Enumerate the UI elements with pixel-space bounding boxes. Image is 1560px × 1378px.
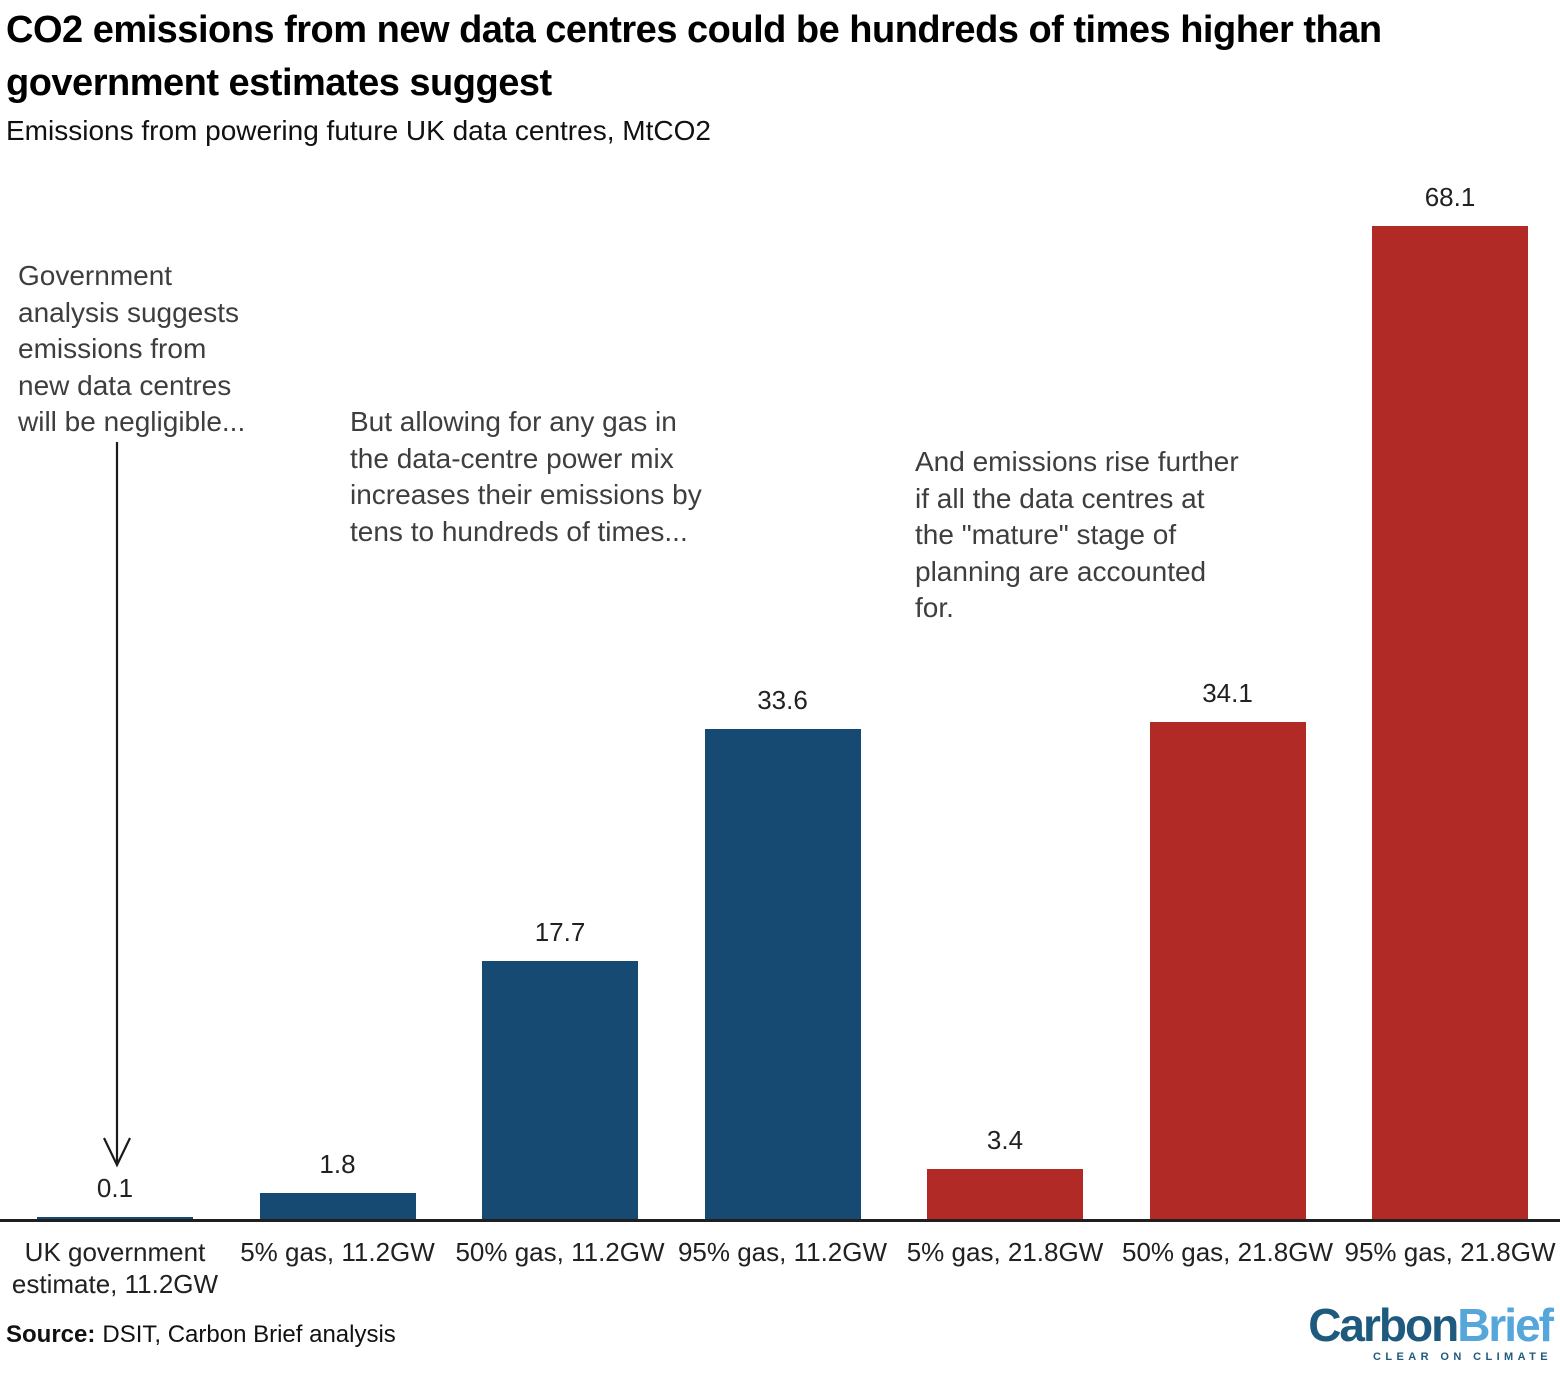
logo-brief-text: Brief <box>1457 1299 1554 1351</box>
bar-value-label: 68.1 <box>1424 182 1476 212</box>
bar <box>37 1216 193 1219</box>
bar <box>927 1169 1083 1219</box>
bar-value-label: 34.1 <box>1202 677 1253 708</box>
bar-value-label: 17.7 <box>534 916 586 947</box>
bar <box>259 1192 416 1219</box>
annotation-mature-stage: And emissions rise further if all the da… <box>915 446 1239 623</box>
logo-tagline: CLEAR ON CLIMATE <box>1373 1351 1552 1363</box>
x-axis-label: 5% gas, 21.8GW <box>906 1237 1104 1267</box>
bar-value-label: 3.4 <box>986 1125 1024 1156</box>
carbonbrief-logo: CarbonBrief CLEAR ON CLIMATE <box>1308 1299 1554 1363</box>
chart-title-line1: CO2 emissions from new data centres coul… <box>6 9 1382 51</box>
logo-carbon-text: Carbon <box>1308 1299 1459 1351</box>
chart-title: CO2 emissions from new data centres coul… <box>6 4 1554 110</box>
annotation-government-estimate: Government analysis suggests emissions f… <box>18 260 246 437</box>
source-note: Source: DSIT, Carbon Brief analysis <box>6 1320 396 1350</box>
x-axis-label: 50% gas, 21.8GW <box>1122 1237 1333 1267</box>
carbonbrief-wordmark: CarbonBrief <box>1308 1299 1554 1351</box>
bar <box>482 960 638 1219</box>
x-axis-label: 5% gas, 11.2GW <box>240 1237 435 1267</box>
chart-title-line2: government estimates suggest <box>6 62 552 104</box>
x-axis-label: 50% gas, 11.2GW <box>455 1237 665 1267</box>
bar <box>704 729 861 1219</box>
source-label: Source: <box>6 1321 96 1348</box>
bar-value-label: 1.8 <box>319 1148 356 1179</box>
chart-subtitle: Emissions from powering future UK data c… <box>6 115 711 146</box>
x-axis-line <box>0 1219 1560 1222</box>
x-axis-label: UK government estimate, 11.2GW <box>11 1237 219 1299</box>
down-arrow-icon <box>103 442 131 1168</box>
bar <box>1372 226 1528 1219</box>
bar-value-label: 33.6 <box>757 685 808 716</box>
annotation-gas-mix: But allowing for any gas in the data-cen… <box>350 406 702 547</box>
source-text: DSIT, Carbon Brief analysis <box>102 1321 396 1348</box>
x-axis-label: 95% gas, 11.2GW <box>677 1237 888 1267</box>
bar-value-label: 0.1 <box>96 1172 134 1203</box>
x-axis-label: 95% gas, 21.8GW <box>1344 1237 1556 1267</box>
bar <box>1149 721 1306 1219</box>
